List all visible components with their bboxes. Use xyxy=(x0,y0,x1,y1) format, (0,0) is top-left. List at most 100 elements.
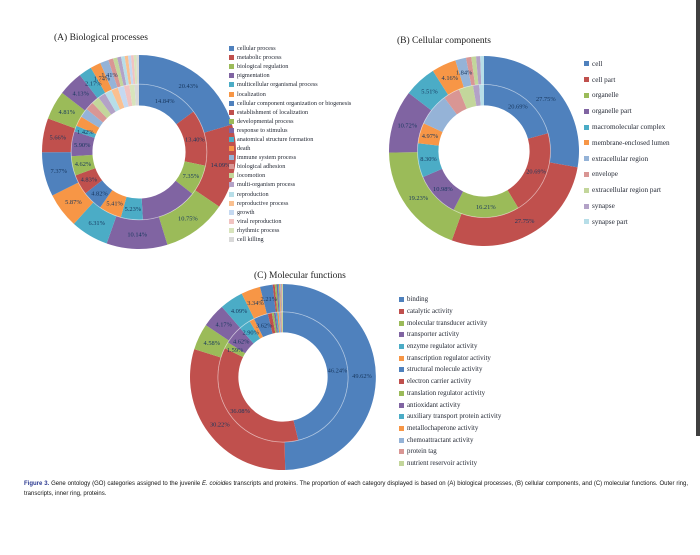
percent-label: 1.42% xyxy=(77,129,94,136)
segment-transcription-regulator-activity xyxy=(249,318,264,339)
segment-enzyme-regulator-activity xyxy=(240,321,261,344)
segment-molecular-transducer-activity xyxy=(224,342,246,358)
legend-label: synapse part xyxy=(592,217,628,226)
legend-label: localization xyxy=(237,90,266,98)
segment-antioxidant-activity xyxy=(273,312,278,333)
segment-pigmentation xyxy=(106,216,168,250)
segment-establishment-of-localization xyxy=(75,168,103,194)
segment-viral-reproduction xyxy=(130,55,136,85)
percent-label: 10.14% xyxy=(127,231,147,238)
legend-label: molecular transducer activity xyxy=(407,319,488,327)
legend-swatch xyxy=(229,109,234,115)
segment-cell-part xyxy=(507,133,551,208)
legend-label: transcription regulator activity xyxy=(407,354,491,362)
legend-label: reproduction xyxy=(237,190,269,198)
legend-item-reproductive-process: reproductive process xyxy=(229,199,351,208)
segment-protein-tag xyxy=(281,284,283,312)
legend-swatch xyxy=(229,200,234,206)
segment-multi-organism-process xyxy=(98,93,116,115)
legend-item-macromolecular-complex: macromolecular complex xyxy=(584,119,670,135)
percent-label: 5.66% xyxy=(50,135,67,142)
segment-molecular-transducer-activity xyxy=(194,325,229,358)
percent-label: 20.69% xyxy=(526,169,546,176)
legend-item-pigmentation: pigmentation xyxy=(229,71,351,80)
chart-c-title: (C) Molecular functions xyxy=(254,271,346,281)
caption-text-2: transcripts and proteins. The proportion… xyxy=(24,481,688,497)
legend-label: cell xyxy=(592,59,603,68)
segment-chemoattractant-activity xyxy=(278,311,282,333)
segment-enzyme-regulator-activity xyxy=(221,293,255,328)
chart-b-legend: cell cell part organelle organelle part macr… xyxy=(584,56,670,230)
segment-death xyxy=(90,63,112,94)
segment-organelle-part xyxy=(422,168,464,211)
percent-label: 4.62% xyxy=(233,338,250,345)
chart-b-title: (B) Cellular components xyxy=(397,36,491,46)
segment-macromolecular-complex xyxy=(408,70,449,111)
legend-item-establishment-of-localization: establishment of localization xyxy=(229,108,351,117)
legend-swatch xyxy=(584,124,589,130)
legend-item-multicellular-organismal-process: multicellular organismal process xyxy=(229,80,351,89)
legend-label: viral reproduction xyxy=(237,217,282,225)
percent-label: 4.82% xyxy=(91,190,108,197)
segment-metabolic-process xyxy=(176,111,207,166)
legend-swatch xyxy=(229,218,234,224)
percent-label: 46.24% xyxy=(328,368,348,375)
page-edge-shadow xyxy=(696,0,700,436)
percent-label: 14.09% xyxy=(211,162,231,169)
segment-locomotion xyxy=(112,57,124,87)
legend-swatch xyxy=(229,191,234,197)
legend-item-biological-adhesion: biological adhesion xyxy=(229,162,351,171)
segment-structural-molecule-activity xyxy=(259,284,276,314)
segment-reproductive-process xyxy=(111,87,125,110)
legend-item-cellular-component-organization-or-biogenesis: cellular component organization or bioge… xyxy=(229,99,351,108)
percent-label: 1.74% xyxy=(94,75,111,82)
segment-biological-regulation xyxy=(175,161,206,194)
legend-label: organelle xyxy=(592,91,619,100)
segment-electron-carrier-activity xyxy=(272,284,278,313)
legend-label: transporter activity xyxy=(407,331,460,339)
segment-organelle xyxy=(389,152,462,241)
segment-biological-regulation xyxy=(158,190,220,245)
segment-organelle xyxy=(453,190,519,218)
legend-swatch xyxy=(229,182,234,188)
legend-label: pigmentation xyxy=(237,72,270,80)
legend-label: metallochaperone activity xyxy=(407,424,479,432)
legend-item-developmental-process: developmental process xyxy=(229,117,351,126)
percent-label: 4.16% xyxy=(442,75,459,82)
legend-swatch xyxy=(584,171,589,177)
legend-label: growth xyxy=(237,208,255,216)
percent-label: 5.23% xyxy=(125,206,142,213)
legend-swatch xyxy=(584,108,589,114)
legend-item-auxiliary-transport-protein-activity: auxiliary transport protein activity xyxy=(399,411,501,423)
segment-catalytic-activity xyxy=(190,349,286,470)
segment-multicellular-organismal-process xyxy=(120,196,143,220)
segment-biological-adhesion xyxy=(86,102,107,123)
legend-swatch xyxy=(229,155,234,161)
segment-binding xyxy=(283,284,376,470)
legend-swatch xyxy=(584,140,589,146)
segment-localization xyxy=(100,190,127,218)
legend-item-enzyme-regulator-activity: enzyme regulator activity xyxy=(399,341,501,353)
segment-localization xyxy=(52,182,94,224)
legend-label: multicellular organismal process xyxy=(237,81,318,89)
percent-label: 30.22% xyxy=(210,422,230,429)
legend-label: chemoattractant activity xyxy=(407,436,474,444)
legend-label: establishment of localization xyxy=(237,108,309,116)
segment-multicellular-organismal-process xyxy=(73,202,117,244)
legend-item-organelle: organelle xyxy=(584,88,670,104)
legend-swatch xyxy=(399,449,404,455)
legend-swatch xyxy=(229,64,234,70)
legend-swatch xyxy=(399,355,404,361)
segment-chemoattractant-activity xyxy=(280,284,282,312)
segment-extracellular-region xyxy=(455,57,472,88)
percent-label: 16.21% xyxy=(476,204,496,211)
percent-label: 4.09% xyxy=(231,308,248,315)
legend-swatch xyxy=(399,414,404,420)
legend-label: metabolic process xyxy=(237,54,282,62)
segment-protein-tag xyxy=(280,311,283,333)
segment-response-to-stimulus xyxy=(71,131,95,157)
legend-label: multi-organism process xyxy=(237,181,296,189)
segment-synapse xyxy=(476,56,482,85)
